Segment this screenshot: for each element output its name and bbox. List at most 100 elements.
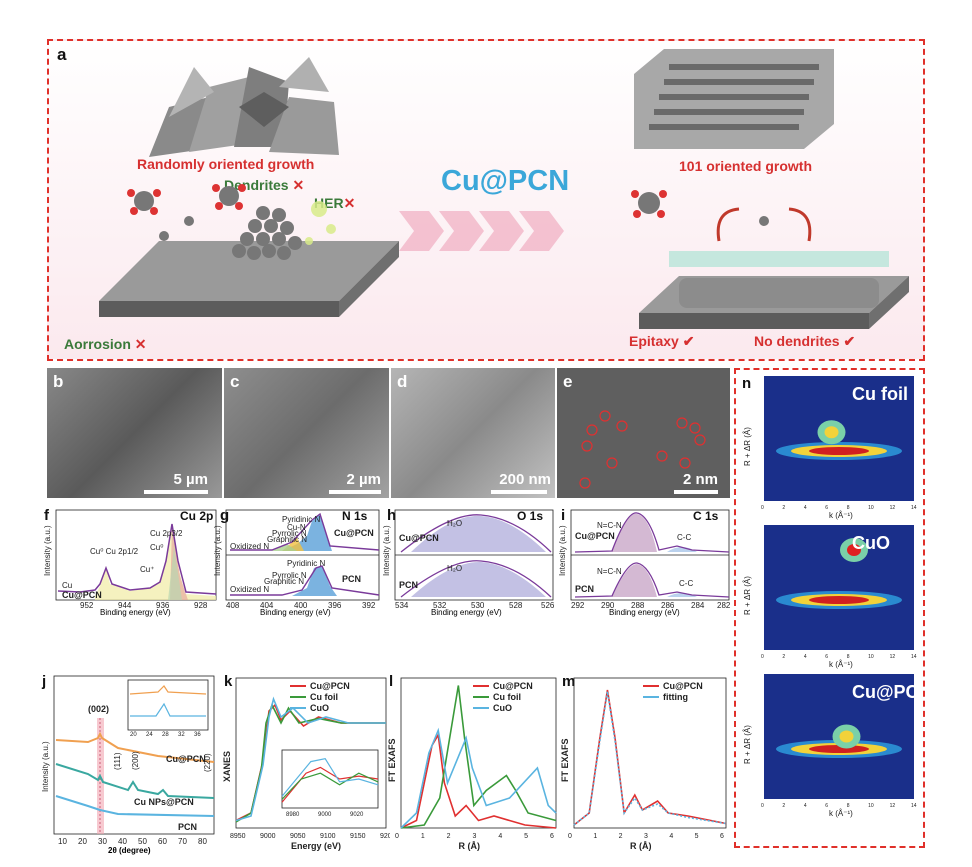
scale-bar-b — [144, 490, 208, 494]
svg-text:Cu⁺: Cu⁺ — [140, 565, 154, 574]
svg-text:50: 50 — [138, 837, 147, 846]
svg-text:24: 24 — [146, 732, 153, 738]
m-x-tick: 3 — [644, 833, 648, 840]
scale-bar-c — [329, 490, 381, 494]
panel-c-label: c — [230, 372, 240, 391]
k-legend-cuo: CuO — [310, 703, 329, 713]
heatmap-x-tick: 8 — [847, 654, 850, 660]
k-x-tick: 9100 — [320, 833, 336, 840]
svg-text:PCN: PCN — [399, 580, 418, 590]
oriented-crystal-image — [634, 49, 834, 149]
panel-h-label: h — [387, 507, 396, 524]
panel-k-label: k — [224, 673, 233, 690]
heatmap-x-tick: 6 — [825, 803, 828, 809]
heatmap-band-peak — [809, 596, 869, 604]
svg-text:PCN: PCN — [178, 822, 197, 832]
xps-o1s-plot: h O 1s Intensity (a.u.) H₂O H₂O Cu@PCN P… — [381, 506, 557, 617]
k-x-tick: 9150 — [350, 833, 366, 840]
heatmap-spot-core — [839, 730, 854, 743]
svg-text:408: 408 — [226, 601, 240, 610]
svg-text:Cu@PCN: Cu@PCN — [166, 754, 206, 764]
right-substrate-image — [631, 190, 909, 329]
left-substrate-image — [99, 184, 399, 317]
l-axes — [400, 677, 557, 829]
heatmap-x-tick: 0 — [761, 803, 764, 809]
svg-text:80: 80 — [198, 837, 207, 846]
svg-text:Pyrrolic N: Pyrrolic N — [272, 571, 307, 580]
panel-l-label: l — [389, 673, 393, 690]
svg-text:PCN: PCN — [575, 584, 594, 594]
heatmap-x-tick: 14 — [911, 505, 917, 511]
svg-text:284: 284 — [691, 601, 705, 610]
k-inset-tick: 9000 — [318, 812, 332, 818]
oriented-growth-label: 101 oriented growth — [679, 158, 813, 174]
panel-g-label: g — [220, 507, 229, 524]
svg-text:292: 292 — [571, 601, 585, 610]
panel-i-label: i — [561, 507, 565, 524]
heatmap-x-tick: 0 — [761, 654, 764, 660]
svg-text:530: 530 — [471, 601, 485, 610]
svg-text:10: 10 — [58, 837, 67, 846]
scale-bar-c-label: 2 µm — [346, 471, 382, 488]
l-ylabel: FT EXAFS — [387, 738, 397, 782]
m-legend-cu-pcn: Cu@PCN — [663, 681, 703, 691]
svg-text:936: 936 — [156, 601, 170, 610]
heatmap-ylabel: R + ΔR (Å) — [743, 576, 752, 615]
svg-text:Pyridinic N: Pyridinic N — [282, 515, 320, 524]
single-atom-circles — [579, 410, 706, 489]
wavelet-map-cuo: CuO R + ΔR (Å) 0 2 4 6 8 10 12 14 k (Å⁻¹) — [743, 525, 917, 669]
heatmap-ylabel: R + ΔR (Å) — [743, 427, 752, 466]
panel-e-label: e — [563, 372, 573, 391]
heatmap-x-tick: 12 — [890, 505, 896, 511]
panel-a-schematic: a Randomly oriented growth Dendrites ✕ H… — [47, 39, 925, 361]
heatmap-spot-core — [824, 426, 839, 439]
heatmap-background — [764, 525, 914, 650]
cu-pcn-title: Cu@PCN — [441, 165, 570, 197]
svg-text:Cu@PCN: Cu@PCN — [399, 533, 439, 543]
k-legend-cu-pcn: Cu@PCN — [310, 681, 350, 691]
heatmap-x-tick: 8 — [847, 505, 850, 511]
heatmap-x-tick: 6 — [825, 505, 828, 511]
m-legend-fitting: fitting — [663, 692, 688, 702]
svg-text:396: 396 — [328, 601, 342, 610]
svg-text:Cu-N: Cu-N — [287, 523, 306, 532]
svg-text:Cu@PCN: Cu@PCN — [334, 528, 374, 538]
l-series-cuo — [400, 727, 557, 829]
k-x-tick: 9200 — [380, 833, 390, 840]
heatmap-x-tick: 4 — [804, 803, 807, 809]
f-ylabel: Intensity (a.u.) — [43, 525, 52, 576]
hrtem-image-e: e 2 nm — [557, 368, 730, 498]
xps-c1s-plot: i C 1s Intensity (a.u.) N=C-N C-C N=C-N … — [557, 506, 732, 617]
scale-bar-d-label: 200 nm — [499, 471, 551, 488]
random-crystals-image — [149, 57, 339, 157]
i-xlabel: Binding energy (eV) — [609, 608, 680, 617]
l-series-cu-pcn — [400, 732, 557, 829]
svg-text:20: 20 — [130, 732, 137, 738]
heatmap-x-tick: 12 — [890, 654, 896, 660]
wavelet-map-cu-pcn: Cu@PCN R + ΔR (Å) 0 2 4 6 8 10 12 14 k (Å⁻¹) — [743, 674, 932, 818]
svg-text:N=C-N: N=C-N — [597, 567, 622, 576]
k-x-tick: 9000 — [260, 833, 276, 840]
svg-text:28: 28 — [162, 732, 169, 738]
heatmap-x-tick: 10 — [868, 654, 874, 660]
m-xlabel: R (Å) — [630, 841, 652, 851]
heatmap-x-tick: 10 — [868, 505, 874, 511]
svg-text:40: 40 — [118, 837, 127, 846]
panel-j-label: j — [41, 673, 46, 690]
svg-text:Cu: Cu — [62, 581, 72, 590]
l-x-tick: 4 — [498, 833, 502, 840]
panel-b-label: b — [53, 372, 64, 391]
svg-text:532: 532 — [433, 601, 447, 610]
k-legend-cu-foil: Cu foil — [310, 692, 338, 702]
l-legend-cu-foil: Cu foil — [493, 692, 521, 702]
svg-text:60: 60 — [158, 837, 167, 846]
svg-text:70: 70 — [178, 837, 187, 846]
svg-text:N=C-N: N=C-N — [597, 521, 622, 530]
j-ylabel: Intensity (a.u.) — [41, 741, 50, 792]
svg-text:30: 30 — [98, 837, 107, 846]
heatmap-x-tick: 2 — [782, 803, 785, 809]
l-x-tick: 2 — [447, 833, 451, 840]
i-ylabel: Intensity (a.u.) — [558, 525, 567, 576]
chevron-arrows-icon — [399, 211, 564, 251]
heatmap-band-peak — [809, 745, 869, 753]
